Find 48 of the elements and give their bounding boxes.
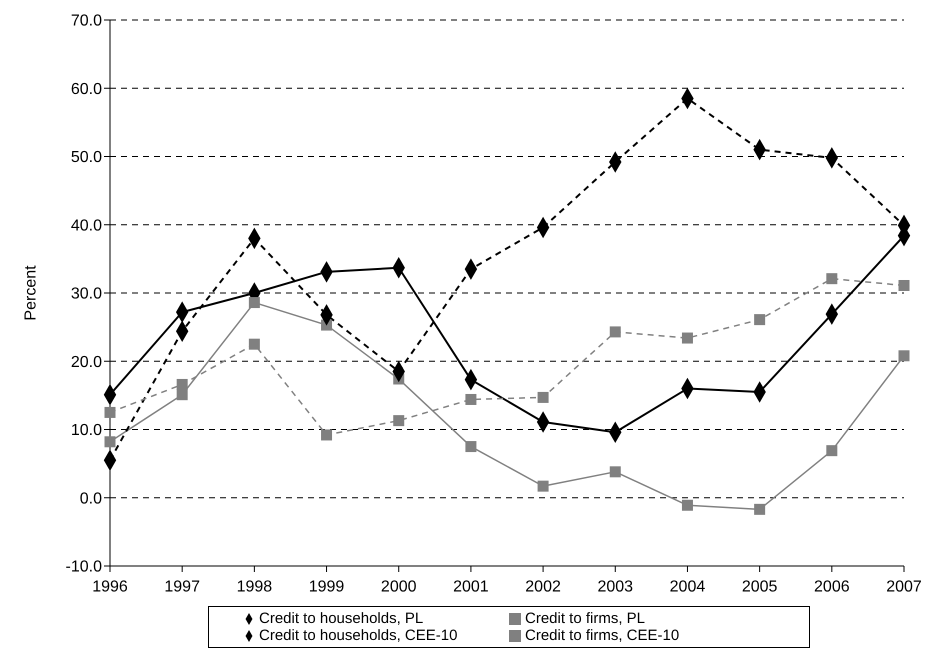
legend-label: Credit to households, PL: [259, 610, 424, 627]
y-tick-label: 60.0: [70, 80, 102, 98]
point: [826, 445, 838, 456]
x-tick-label: 2000: [380, 578, 417, 596]
point: [176, 378, 188, 390]
x-tick-label: 2005: [742, 578, 778, 596]
x-tick-label: 1996: [92, 578, 128, 596]
legend-label: Credit to households, CEE-10: [259, 627, 458, 644]
point: [610, 466, 621, 478]
point: [465, 441, 476, 452]
y-tick-label: 30.0: [70, 286, 102, 303]
point: [610, 326, 621, 338]
point: [682, 332, 693, 344]
point: [104, 436, 116, 448]
y-tick-label: 40.0: [70, 217, 102, 234]
x-tick-label: 1999: [308, 578, 344, 596]
x-tick-label: 1998: [236, 578, 272, 596]
x-tick-label: 2007: [886, 578, 922, 596]
point: [465, 394, 476, 405]
point: [754, 504, 766, 515]
point: [393, 415, 404, 426]
point: [682, 500, 693, 511]
point: [248, 297, 260, 308]
y-tick-label: 50.0: [70, 149, 102, 166]
point: [248, 338, 260, 350]
y-axis-title: Percent: [22, 264, 40, 321]
point: [538, 480, 549, 492]
y-tick-label: 0.0: [80, 490, 102, 508]
point: [826, 273, 838, 284]
x-tick-label: 2001: [453, 578, 489, 596]
point: [176, 389, 188, 400]
y-tick-label: 20.0: [70, 354, 102, 371]
x-tick-label: 1997: [164, 578, 200, 596]
x-tick-label: 2006: [814, 578, 850, 596]
legend-label: Credit to firms, CEE-10: [525, 627, 680, 644]
x-tick-label: 2003: [597, 578, 634, 596]
point: [898, 280, 910, 291]
point: [321, 429, 332, 440]
legend-label: Credit to firms, PL: [525, 610, 646, 627]
point: [898, 350, 910, 362]
point: [538, 392, 549, 403]
x-tick-label: 2002: [525, 578, 561, 596]
point: [754, 314, 766, 326]
y-tick-label: 10.0: [70, 422, 102, 440]
y-tick-label: -10.0: [66, 558, 102, 576]
y-tick-label: 70.0: [70, 12, 102, 30]
x-tick-label: 2004: [670, 578, 706, 596]
point: [104, 406, 116, 418]
